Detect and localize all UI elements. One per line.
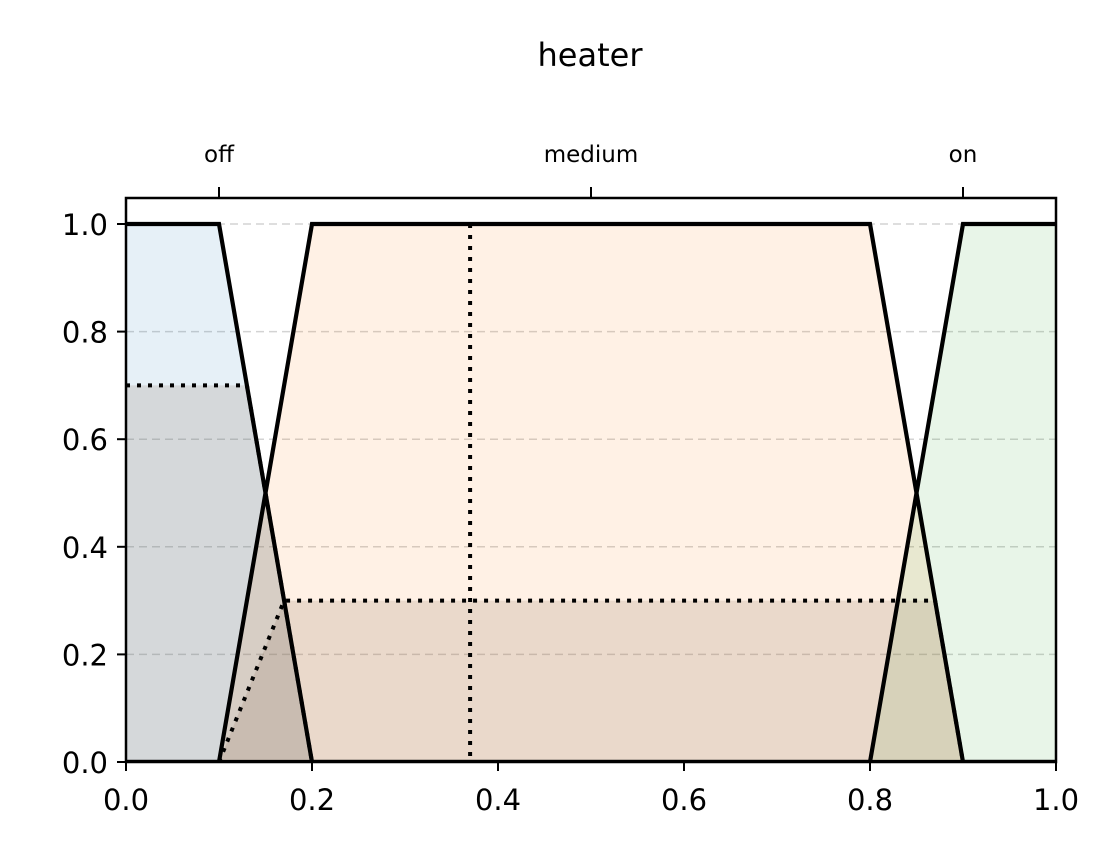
chart-title: heater	[538, 36, 644, 74]
mf-fill-medium	[126, 224, 1056, 762]
y-tick-label: 0.4	[62, 531, 108, 565]
activated-fill-medium	[219, 600, 963, 762]
mf-line-medium	[126, 221, 1056, 762]
activated-line-off	[126, 383, 314, 762]
mf-fill-off	[126, 224, 1056, 762]
y-tick-label: 0.0	[62, 746, 108, 780]
top-axis-label: medium	[544, 142, 639, 168]
x-tick-label: 0.4	[475, 783, 521, 817]
x-tick-label: 0.0	[103, 783, 149, 817]
y-tick-label: 0.8	[62, 316, 108, 350]
x-tick-label: 0.8	[847, 783, 893, 817]
x-tick-label: 0.6	[661, 783, 707, 817]
mf-line-on	[126, 221, 1056, 762]
y-tick-label: 0.6	[62, 423, 108, 457]
top-axis-label: off	[204, 142, 235, 168]
y-tick-label: 1.0	[62, 208, 108, 242]
y-tick-label: 0.2	[62, 638, 108, 672]
mf-fill-on	[126, 224, 1056, 762]
activated-fill-off	[126, 385, 312, 762]
top-axis-label: on	[949, 142, 978, 168]
x-tick-label: 1.0	[1033, 783, 1079, 817]
x-tick-label: 0.2	[289, 783, 335, 817]
